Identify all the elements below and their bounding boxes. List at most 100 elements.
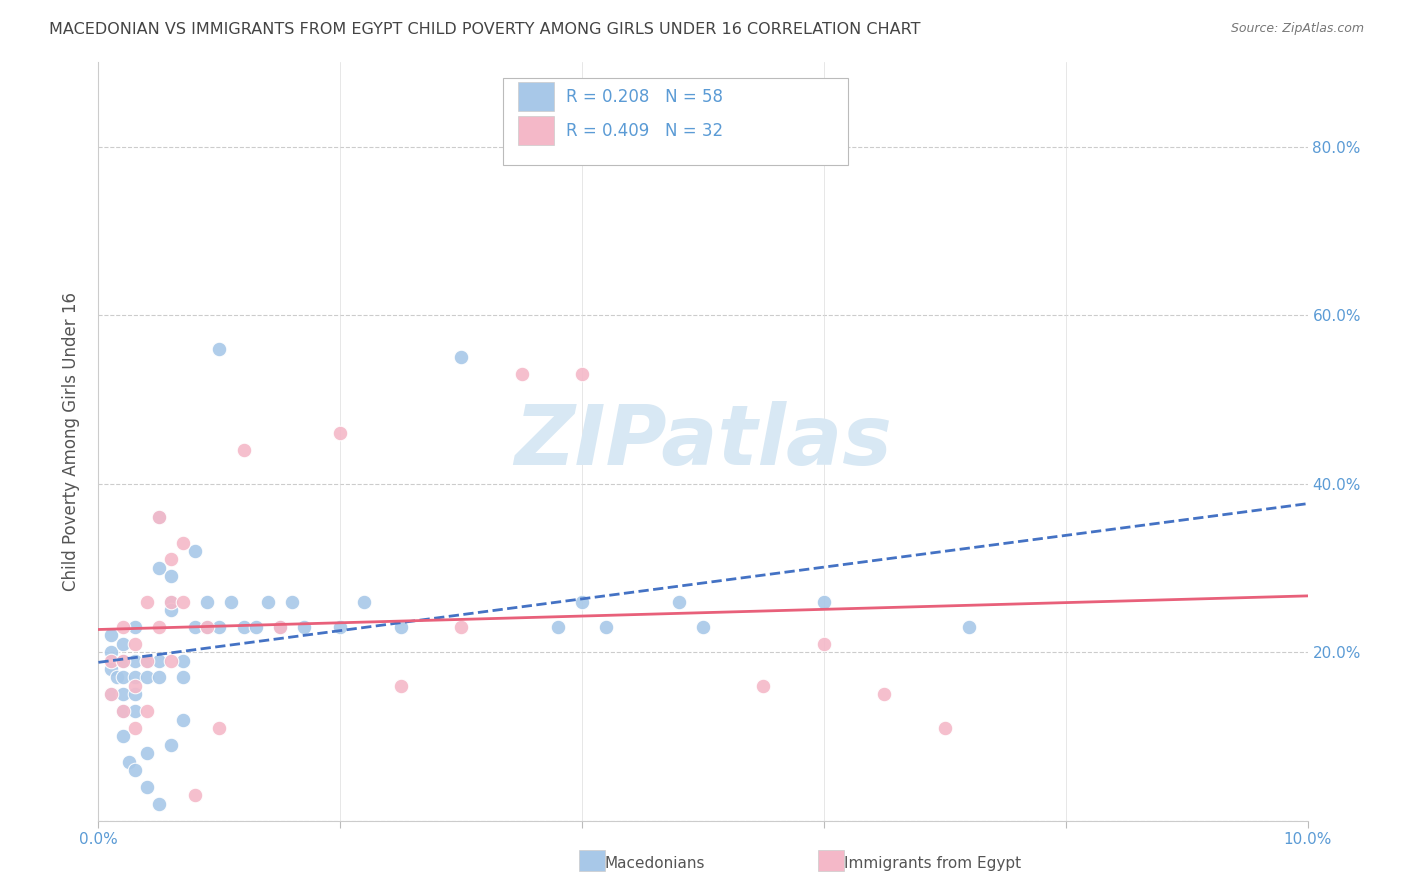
Point — [172, 654, 194, 668]
FancyBboxPatch shape — [517, 116, 554, 145]
Point — [195, 594, 218, 608]
Point — [135, 746, 157, 760]
Point — [232, 442, 254, 457]
Point — [160, 603, 183, 617]
Point — [124, 721, 146, 735]
Point — [124, 654, 146, 668]
Point — [208, 342, 231, 356]
Point — [269, 620, 291, 634]
Point — [571, 594, 593, 608]
Point — [281, 594, 304, 608]
Point — [160, 594, 183, 608]
Point — [172, 670, 194, 684]
Point — [148, 797, 170, 811]
Point — [111, 654, 134, 668]
Point — [124, 687, 146, 701]
Point — [184, 789, 207, 803]
Point — [148, 510, 170, 524]
Point — [160, 594, 183, 608]
Point — [184, 620, 207, 634]
Point — [100, 628, 122, 642]
Point — [813, 594, 835, 608]
Point — [873, 687, 896, 701]
FancyBboxPatch shape — [503, 78, 848, 165]
Text: Immigrants from Egypt: Immigrants from Egypt — [844, 856, 1021, 871]
Point — [160, 569, 183, 583]
Point — [510, 367, 533, 381]
Text: R = 0.409   N = 32: R = 0.409 N = 32 — [567, 121, 724, 140]
Point — [100, 687, 122, 701]
Point — [957, 620, 980, 634]
Point — [668, 594, 690, 608]
Point — [148, 510, 170, 524]
Point — [135, 654, 157, 668]
Text: Macedonians: Macedonians — [605, 856, 704, 871]
Point — [135, 704, 157, 718]
Point — [111, 670, 134, 684]
Point — [208, 620, 231, 634]
Point — [160, 552, 183, 566]
Point — [595, 620, 617, 634]
Point — [111, 730, 134, 744]
Point — [105, 670, 128, 684]
Point — [269, 620, 291, 634]
Point — [450, 351, 472, 365]
Point — [752, 679, 775, 693]
Point — [389, 620, 412, 634]
Point — [329, 620, 352, 634]
Text: ZIPatlas: ZIPatlas — [515, 401, 891, 482]
Text: Source: ZipAtlas.com: Source: ZipAtlas.com — [1230, 22, 1364, 36]
Point — [118, 755, 141, 769]
Point — [389, 679, 412, 693]
Text: R = 0.208   N = 58: R = 0.208 N = 58 — [567, 87, 723, 105]
Point — [135, 670, 157, 684]
Point — [111, 687, 134, 701]
Point — [232, 620, 254, 634]
Point — [148, 561, 170, 575]
Point — [195, 620, 218, 634]
Point — [571, 367, 593, 381]
Point — [111, 637, 134, 651]
Point — [160, 738, 183, 752]
Point — [124, 620, 146, 634]
Point — [148, 670, 170, 684]
Point — [292, 620, 315, 634]
Point — [172, 713, 194, 727]
Point — [148, 620, 170, 634]
Point — [934, 721, 956, 735]
FancyBboxPatch shape — [517, 82, 554, 111]
Point — [245, 620, 267, 634]
Point — [111, 620, 134, 634]
Point — [100, 645, 122, 659]
Point — [813, 637, 835, 651]
Point — [135, 594, 157, 608]
Point — [208, 721, 231, 735]
Point — [124, 679, 146, 693]
Point — [547, 620, 569, 634]
Point — [148, 654, 170, 668]
Point — [256, 594, 278, 608]
Point — [692, 620, 714, 634]
Point — [124, 670, 146, 684]
Point — [135, 654, 157, 668]
Point — [111, 654, 134, 668]
Point — [450, 620, 472, 634]
Y-axis label: Child Poverty Among Girls Under 16: Child Poverty Among Girls Under 16 — [62, 292, 80, 591]
Text: MACEDONIAN VS IMMIGRANTS FROM EGYPT CHILD POVERTY AMONG GIRLS UNDER 16 CORRELATI: MACEDONIAN VS IMMIGRANTS FROM EGYPT CHIL… — [49, 22, 921, 37]
Point — [100, 654, 122, 668]
Point — [172, 535, 194, 549]
Point — [172, 594, 194, 608]
Point — [221, 594, 243, 608]
Point — [195, 620, 218, 634]
Point — [111, 704, 134, 718]
Point — [124, 763, 146, 777]
Point — [100, 662, 122, 676]
Point — [124, 637, 146, 651]
Point — [329, 426, 352, 441]
Point — [184, 544, 207, 558]
Point — [353, 594, 375, 608]
Point — [160, 654, 183, 668]
Point — [100, 687, 122, 701]
Point — [124, 704, 146, 718]
Point — [135, 780, 157, 794]
